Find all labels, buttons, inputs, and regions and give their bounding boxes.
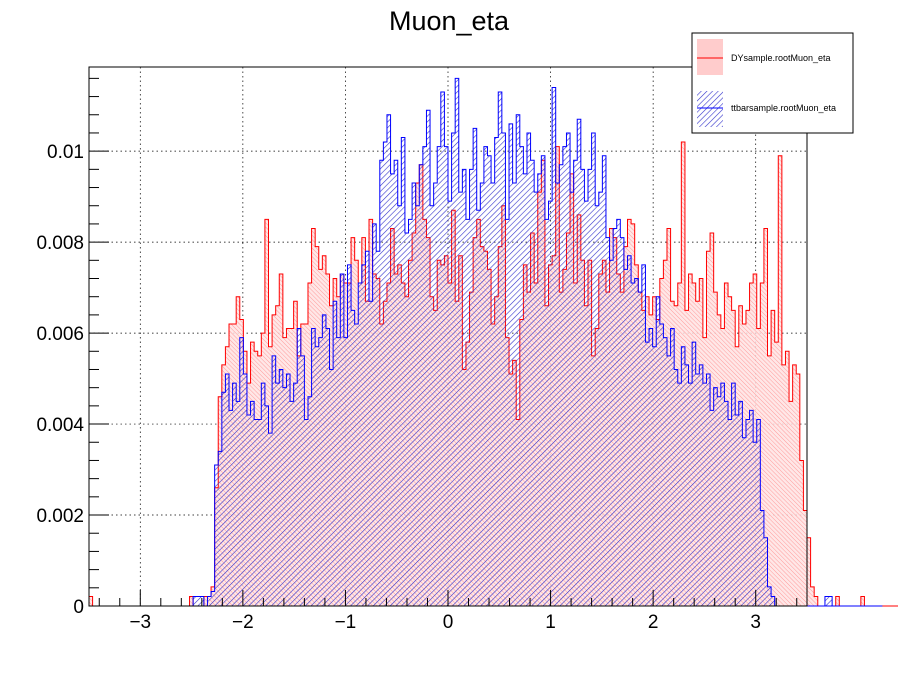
legend-label-dy: DYsample.rootMuon_eta <box>731 53 831 63</box>
x-tick-label: 0 <box>443 612 454 633</box>
y-tick-label: 0.01 <box>47 142 84 163</box>
series-ttbar-outline <box>89 77 883 607</box>
x-tick-label: −3 <box>129 612 151 633</box>
chart-title: Muon_eta <box>389 6 510 36</box>
x-tick-label: 1 <box>545 612 556 633</box>
legend-label-ttbar: ttbarsample.rootMuon_eta <box>731 103 836 113</box>
series-ttbar <box>89 77 883 607</box>
y-tick-label: 0.008 <box>36 233 84 254</box>
y-tick-label: 0.002 <box>36 506 84 527</box>
axes: −3 −2 −1 0 1 2 3 0 0.002 0.004 0.006 0.008 0.01 <box>36 77 798 633</box>
x-tick-label: −2 <box>232 612 254 633</box>
x-tick-label: 3 <box>750 612 761 633</box>
legend-swatch-ttbar <box>697 91 723 127</box>
x-tick-label: −1 <box>335 612 357 633</box>
y-tick-label: 0.004 <box>36 415 84 436</box>
legend: DYsample.rootMuon_eta ttbarsample.rootMu… <box>691 32 854 134</box>
y-tick-label: 0.006 <box>36 324 84 345</box>
y-tick-label: 0 <box>73 597 84 618</box>
series-ttbar-fill <box>89 78 883 606</box>
legend-swatch-dy <box>697 39 723 75</box>
x-tick-label: 2 <box>648 612 659 633</box>
series-layer <box>88 77 898 607</box>
